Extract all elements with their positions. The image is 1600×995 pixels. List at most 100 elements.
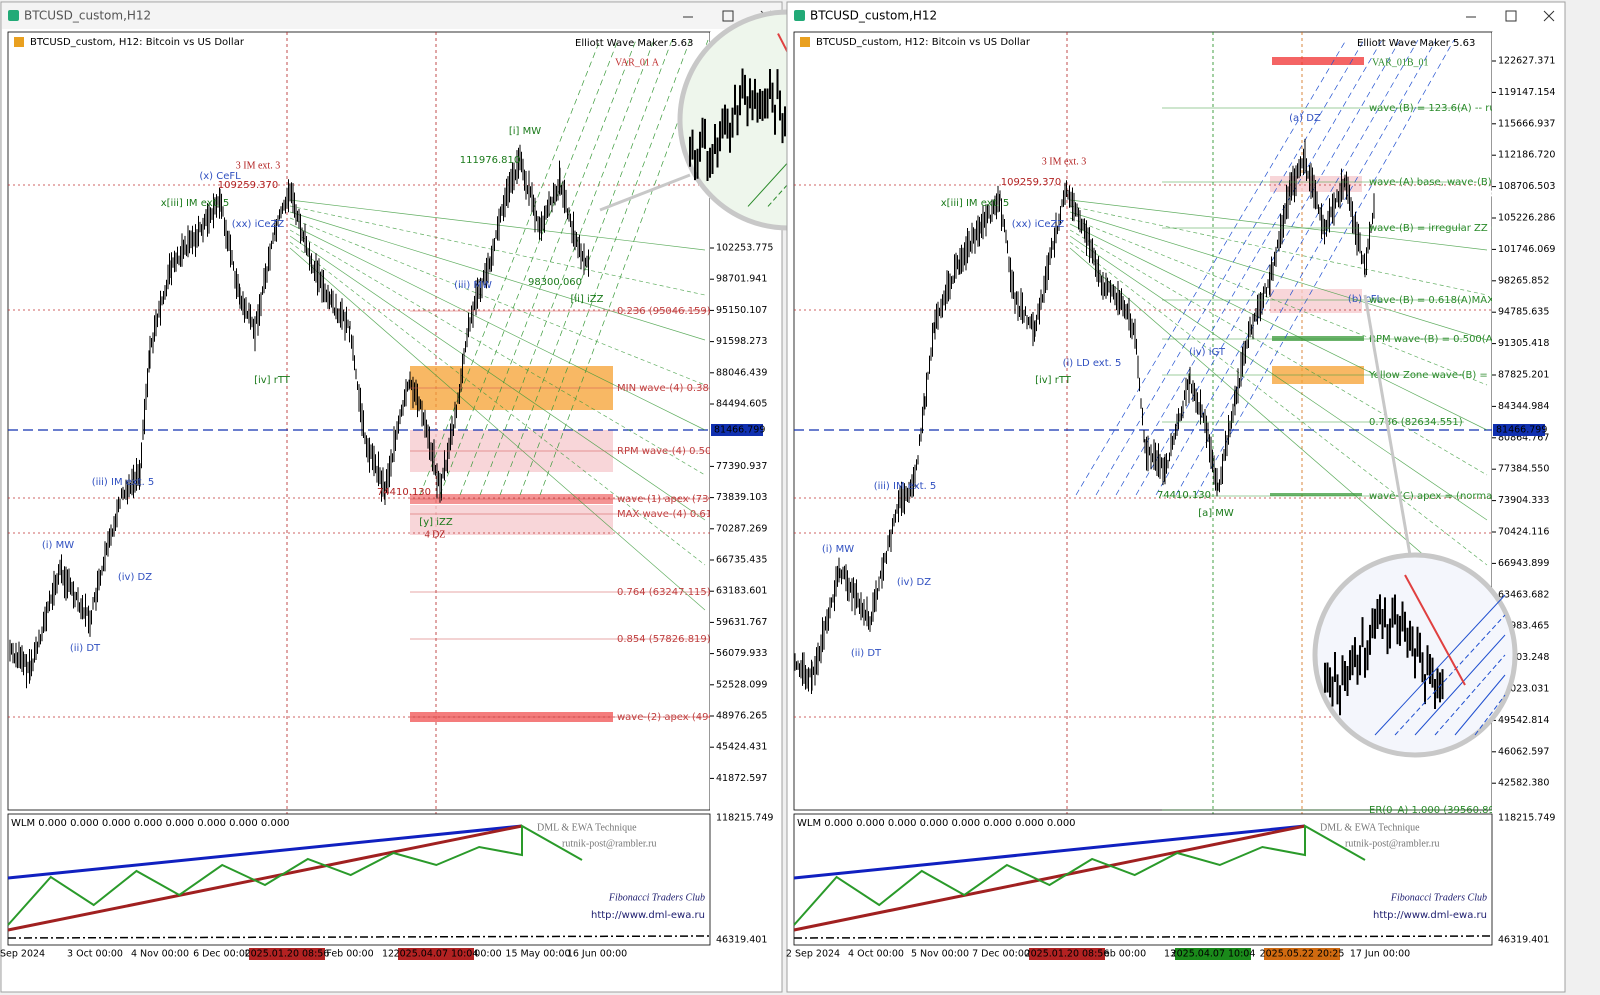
zigzag-green — [793, 824, 1366, 926]
magnified-fan — [1374, 594, 1506, 736]
subwindow-header: WLM 0.000 0.000 0.000 0.000 0.000 0.000 … — [11, 818, 290, 829]
sub-min-label: 46319.401 — [1498, 935, 1549, 946]
fib-label: wave-(2) apex (4903 — [617, 712, 721, 723]
price-tick-label: 46062.597 — [1498, 746, 1549, 757]
fib-label: MIN wave-(4) 0.382 — [617, 383, 715, 394]
time-tick-label: 1 Sep 2024 — [0, 949, 45, 960]
price-zone — [1270, 289, 1362, 313]
time-tick-label: 7 Dec 00:00 — [972, 949, 1030, 960]
fib-label: 0.236 (95046.159) — [617, 306, 711, 317]
time-marker-label: 2025.01.20 08:56 — [245, 949, 330, 960]
price-tick-label: 66943.899 — [1498, 558, 1549, 569]
brand-text: DML & EWA Technique — [1320, 822, 1420, 833]
wave-label: x[iii] IM ext. 5 — [161, 198, 230, 209]
price-tick-label: 59631.767 — [716, 617, 767, 628]
chart-area — [7, 31, 711, 811]
dash-dot-line — [7, 935, 711, 939]
time-tick-label: 3 Oct 00:00 — [67, 949, 123, 960]
time-tick-label: 15 May 00:00 — [505, 949, 570, 960]
fan-line — [289, 205, 706, 296]
title-bar — [788, 3, 1564, 29]
window-icon — [8, 10, 19, 21]
price-tick-label: 52528.099 — [716, 679, 767, 690]
fib-label: 0.764 (63247.115) — [617, 587, 711, 598]
price-bars — [9, 144, 589, 689]
email-text: rutnik-post@rambler.ru — [1345, 838, 1439, 849]
close-button[interactable] — [1543, 10, 1555, 22]
club-text: Fibonacci Traders Club — [1390, 892, 1487, 903]
fan-line — [289, 235, 706, 521]
wave-label: (i) LD ext. 5 — [1063, 358, 1122, 369]
wave-label: [iv] rTT — [1035, 375, 1072, 386]
wave-label: [a] MW — [1198, 508, 1234, 519]
fan-line — [1069, 223, 1488, 431]
time-marker-box — [1175, 948, 1251, 960]
chart-window: BTCUSD_custom,H12 BTCUSD_custom, H12: Bit… — [0, 1, 899, 993]
variant-label: VAR_01 A — [615, 57, 660, 68]
price-tick-label: 73904.333 — [1498, 495, 1549, 506]
channel-line — [459, 39, 637, 496]
time-tick-label: 16 Jun 00:00 — [567, 949, 627, 960]
wave-label: (x) CeFL — [199, 171, 241, 182]
magnified-red-line — [1404, 574, 1466, 686]
maximize-button[interactable] — [1505, 10, 1517, 22]
channel-line — [479, 39, 655, 496]
price-tick-label: 70287.269 — [716, 523, 767, 534]
time-tick-label: Feb 00:00 — [326, 949, 373, 960]
indicator-name: Elliott Wave Maker 5.63 — [575, 38, 693, 49]
channel-line — [439, 39, 619, 496]
time-tick-label: 12 — [382, 949, 394, 960]
wave-label: (i) MW — [822, 544, 854, 555]
channel-line — [1195, 39, 1455, 496]
price-tick-label: 98701.941 — [716, 274, 767, 285]
price-tick-label: 56503.248 — [1498, 652, 1549, 663]
price-tick-label: 70424.116 — [1498, 527, 1549, 538]
fib-label: wave-(B) = 123.6(A) -- runn — [1369, 103, 1508, 114]
price-tick-label: 87825.201 — [1498, 370, 1549, 381]
price-tick-label: 73839.103 — [716, 492, 767, 503]
fib-label: wave-(C) apex = (normal C) ( — [1369, 491, 1516, 502]
wave-label: 98300.060 — [528, 277, 582, 288]
price-tick-label: 122627.371 — [1498, 56, 1555, 67]
price-tick-label: 84494.605 — [716, 399, 767, 410]
zigzag-green — [7, 824, 583, 926]
wave-label: (ii) DT — [851, 648, 882, 659]
price-tick-label: 56079.933 — [716, 648, 767, 659]
club-text: Fibonacci Traders Club — [608, 892, 705, 903]
fib-label: MAX wave-(4) 0.618 — [617, 509, 718, 520]
price-tick-label: 91305.418 — [1498, 338, 1549, 349]
channel-line — [519, 39, 691, 496]
current-price-box — [711, 424, 763, 436]
wave-label: [iv] rTT — [254, 375, 291, 386]
current-price-label: 81466.799 — [714, 425, 765, 436]
fan-line — [1069, 247, 1488, 611]
variant-label: VAR_01B_01 — [1372, 57, 1429, 68]
price-zone — [1272, 336, 1364, 341]
url-text: http://www.dml-ewa.ru — [591, 910, 705, 921]
window-icon — [794, 10, 805, 21]
magnifier — [1312, 552, 1518, 758]
price-tick-label: 66735.435 — [716, 555, 767, 566]
time-marker-label: 2025.04.07 10:04 — [1171, 949, 1256, 960]
wave-label: (ii) DT — [70, 643, 101, 654]
wave-label: [y] iZZ — [419, 517, 453, 528]
sub-min-label: 46319.401 — [716, 935, 767, 946]
wave-label: 109259.370 — [1001, 177, 1061, 188]
fan-line — [1069, 229, 1488, 476]
wave-label: (iii) IM ext. 5 — [92, 477, 155, 488]
wave-label: 74410.130 — [1157, 490, 1211, 501]
price-tick-label: 119147.154 — [1498, 87, 1555, 98]
price-tick-label: 59983.465 — [1498, 621, 1549, 632]
chart-window: BTCUSD_custom,H12 BTCUSD_custom, H12: Bit… — [786, 1, 1566, 993]
fan-line — [1069, 217, 1488, 386]
channel-line — [1075, 39, 1347, 496]
fan-line — [289, 217, 706, 386]
maximize-button[interactable] — [722, 10, 734, 22]
window-title: BTCUSD_custom,H12 — [810, 9, 937, 23]
title-bar — [2, 3, 781, 29]
wave-label: 4 DZ — [425, 529, 446, 540]
url-text: http://www.dml-ewa.ru — [1373, 910, 1487, 921]
trend-blue — [793, 824, 1306, 880]
time-tick-label: 2 Sep 2024 — [786, 949, 840, 960]
